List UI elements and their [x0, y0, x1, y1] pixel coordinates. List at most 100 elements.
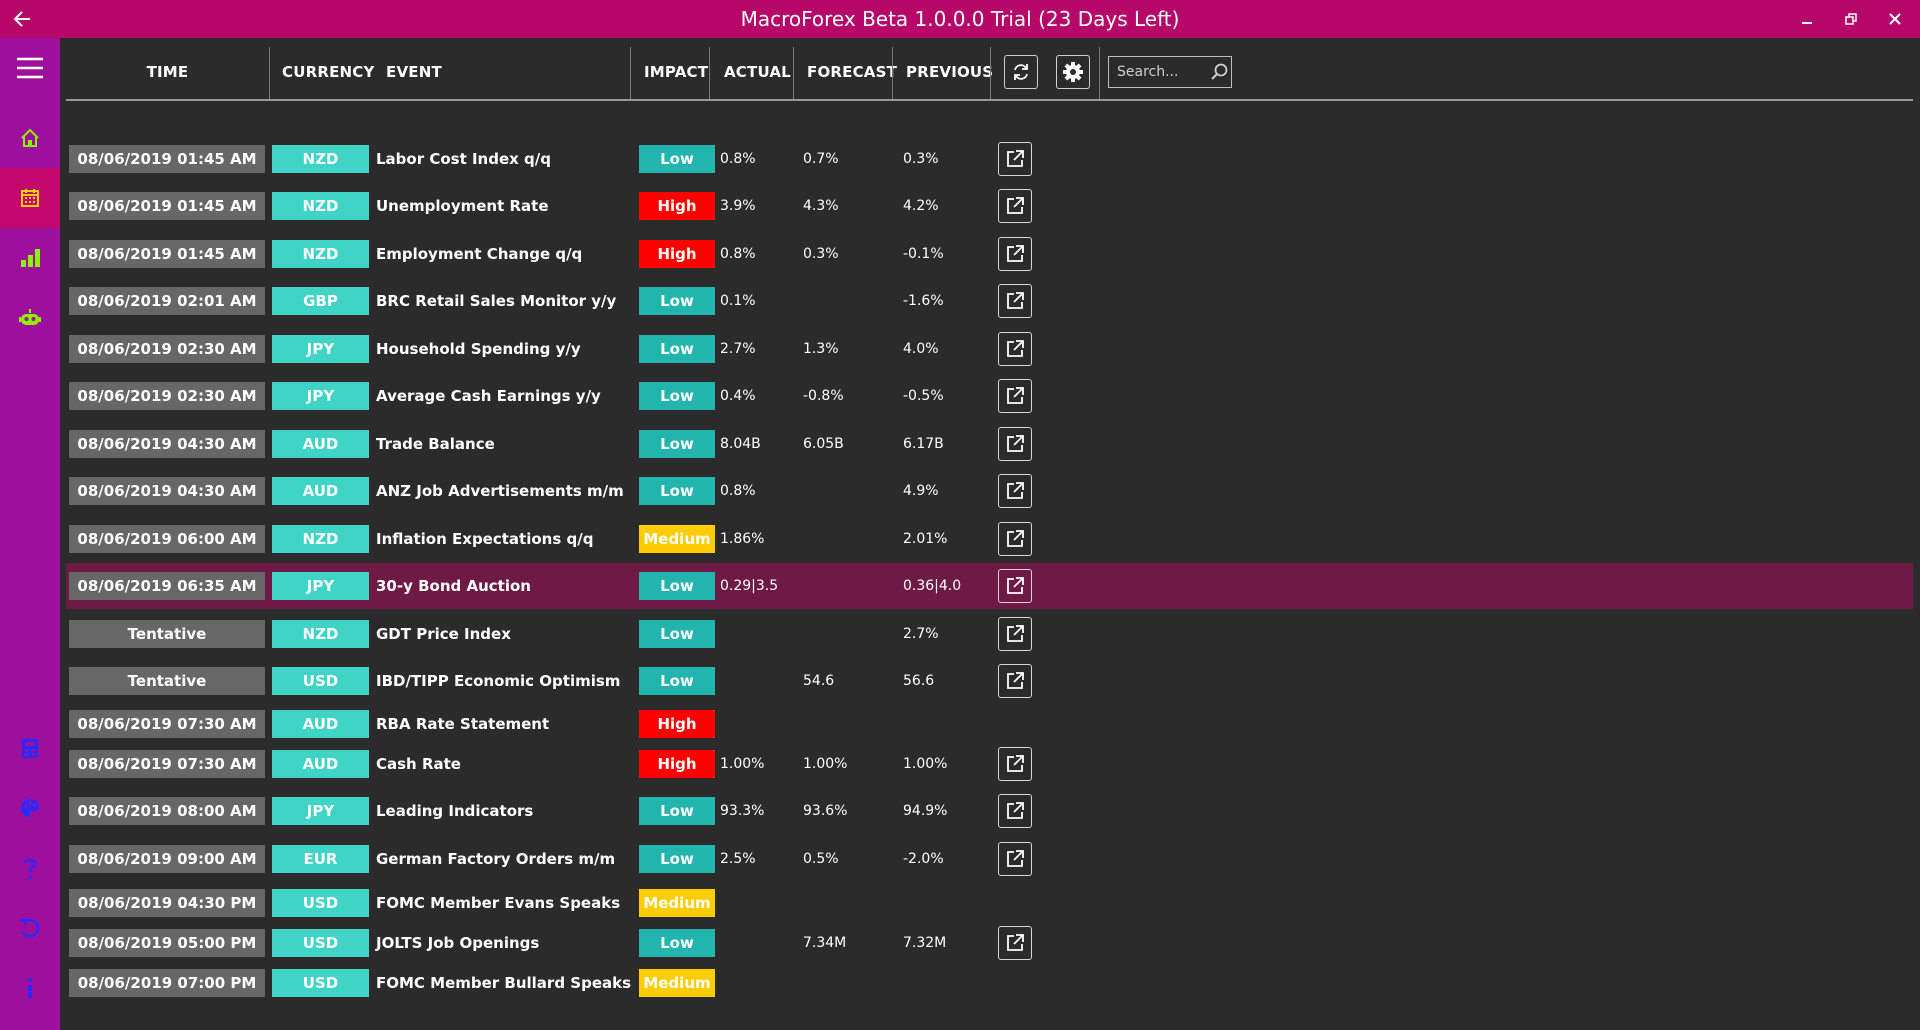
table-row[interactable]: 08/06/2019 04:30 PM USD FOMC Member Evans … — [66, 880, 1913, 926]
open-event-button[interactable] — [998, 747, 1032, 781]
open-event-button[interactable] — [998, 522, 1032, 556]
open-event-button[interactable] — [998, 189, 1032, 223]
table-row[interactable]: 08/06/2019 02:30 AM JPY Average Cash Earni… — [66, 373, 1913, 419]
currency-badge: NZD — [272, 240, 369, 268]
sidebar-item-calculator[interactable] — [0, 718, 60, 778]
open-event-button[interactable] — [998, 664, 1032, 698]
external-link-icon — [1007, 802, 1024, 819]
column-time[interactable]: TIME — [146, 63, 189, 81]
table-row[interactable]: 08/06/2019 06:00 AM NZD Inflation Expectat… — [66, 516, 1913, 562]
open-event-button[interactable] — [998, 379, 1032, 413]
sidebar-item-home[interactable] — [0, 108, 60, 168]
table-row[interactable]: 08/06/2019 07:30 AM AUD RBA Rate Statement… — [66, 701, 1913, 747]
external-link-icon — [1007, 625, 1024, 642]
external-link-icon — [1007, 850, 1024, 867]
impact-badge: Medium — [639, 525, 715, 553]
settings-button[interactable] — [1056, 55, 1090, 89]
column-actual[interactable]: ACTUAL — [724, 63, 791, 81]
close-button[interactable] — [1882, 6, 1908, 32]
event-time: 08/06/2019 06:35 AM — [69, 572, 265, 600]
sidebar-item-robot[interactable] — [0, 288, 60, 348]
table-row[interactable]: 08/06/2019 04:30 AM AUD Trade Balance Low 8.… — [66, 421, 1913, 467]
open-event-button[interactable] — [998, 617, 1032, 651]
table-row[interactable]: 08/06/2019 02:30 AM JPY Household Spending… — [66, 326, 1913, 372]
impact-badge: High — [639, 710, 715, 738]
table-row[interactable]: Tentative NZD GDT Price Index Low 2.7% — [66, 611, 1913, 657]
table-row[interactable]: 08/06/2019 06:35 AM JPY 30-y Bond Auction L… — [66, 563, 1913, 609]
sidebar-item-info[interactable] — [0, 958, 60, 1018]
back-button[interactable] — [8, 4, 38, 34]
actual-value: 3.9% — [720, 198, 756, 214]
column-divider — [269, 47, 270, 101]
column-event[interactable]: EVENT — [386, 63, 442, 81]
impact-badge: High — [639, 192, 715, 220]
sidebar-item-theme[interactable] — [0, 778, 60, 838]
table-row[interactable]: 08/06/2019 02:01 AM GBP BRC Retail Sales M… — [66, 278, 1913, 324]
table-row[interactable]: 08/06/2019 07:00 PM USD FOMC Member Bullar… — [66, 960, 1913, 1006]
table-row[interactable]: Tentative USD IBD/TIPP Economic Optimism Lo… — [66, 658, 1913, 704]
event-name: Unemployment Rate — [376, 197, 549, 215]
open-event-button[interactable] — [998, 237, 1032, 271]
open-event-button[interactable] — [998, 794, 1032, 828]
external-link-icon — [1007, 934, 1024, 951]
column-previous[interactable]: PREVIOUS — [906, 63, 994, 81]
column-divider — [892, 47, 893, 101]
refresh-button[interactable] — [1004, 55, 1038, 89]
event-name: JOLTS Job Openings — [376, 934, 540, 952]
undo-icon — [20, 918, 40, 938]
open-event-button[interactable] — [998, 332, 1032, 366]
event-name: FOMC Member Bullard Speaks — [376, 974, 632, 992]
restore-icon — [1845, 13, 1857, 25]
table-row[interactable]: 08/06/2019 04:30 AM AUD ANZ Job Advertisem… — [66, 468, 1913, 514]
column-currency[interactable]: CURRENCY — [282, 63, 375, 81]
search-input[interactable] — [1109, 63, 1209, 81]
info-icon — [28, 978, 32, 998]
sidebar-item-calendar[interactable] — [0, 168, 60, 228]
open-event-button[interactable] — [998, 569, 1032, 603]
sidebar-item-help[interactable] — [0, 838, 60, 898]
search-icon[interactable] — [1209, 62, 1229, 82]
minimize-button[interactable] — [1794, 6, 1820, 32]
open-event-button[interactable] — [998, 842, 1032, 876]
sidebar-item-charts[interactable] — [0, 228, 60, 288]
currency-badge: AUD — [272, 710, 369, 738]
currency-badge: USD — [272, 667, 369, 695]
table-row[interactable]: 08/06/2019 01:45 AM NZD Labor Cost Index q… — [66, 136, 1913, 182]
palette-icon — [21, 799, 39, 817]
currency-badge: NZD — [272, 620, 369, 648]
currency-badge: EUR — [272, 845, 369, 873]
table-row[interactable]: 08/06/2019 08:00 AM JPY Leading Indicators… — [66, 788, 1913, 834]
robot-icon — [19, 309, 41, 325]
currency-badge: NZD — [272, 192, 369, 220]
window-title: MacroForex Beta 1.0.0.0 Trial (23 Days L… — [740, 7, 1180, 31]
event-time: 08/06/2019 05:00 PM — [69, 929, 265, 957]
table-row[interactable]: 08/06/2019 05:00 PM USD JOLTS Job Openings… — [66, 920, 1913, 966]
table-row[interactable]: 08/06/2019 01:45 AM NZD Employment Change … — [66, 231, 1913, 277]
refresh-icon — [1014, 64, 1028, 80]
external-link-icon — [1007, 577, 1024, 594]
sidebar-menu-button[interactable] — [0, 38, 60, 98]
open-event-button[interactable] — [998, 284, 1032, 318]
column-impact[interactable]: IMPACT — [644, 63, 709, 81]
open-event-button[interactable] — [998, 474, 1032, 508]
column-forecast[interactable]: FORECAST — [807, 63, 898, 81]
actual-value: 0.4% — [720, 388, 756, 404]
currency-badge: AUD — [272, 750, 369, 778]
actual-value: 0.1% — [720, 293, 756, 309]
event-name: Average Cash Earnings y/y — [376, 387, 601, 405]
close-icon — [1889, 13, 1901, 25]
impact-badge: Low — [639, 797, 715, 825]
table-row[interactable]: 08/06/2019 09:00 AM EUR German Factory Ord… — [66, 836, 1913, 882]
table-row[interactable]: 08/06/2019 01:45 AM NZD Unemployment Rate H… — [66, 183, 1913, 229]
previous-value: 2.01% — [903, 531, 948, 547]
previous-value: 7.32M — [903, 935, 947, 951]
open-event-button[interactable] — [998, 926, 1032, 960]
impact-badge: Low — [639, 477, 715, 505]
table-row[interactable]: 08/06/2019 07:30 AM AUD Cash Rate High 1.00%… — [66, 741, 1913, 787]
menu-icon — [17, 57, 43, 79]
sidebar-item-undo[interactable] — [0, 898, 60, 958]
open-event-button[interactable] — [998, 142, 1032, 176]
open-event-button[interactable] — [998, 427, 1032, 461]
restore-button[interactable] — [1838, 6, 1864, 32]
event-time: 08/06/2019 08:00 AM — [69, 797, 265, 825]
